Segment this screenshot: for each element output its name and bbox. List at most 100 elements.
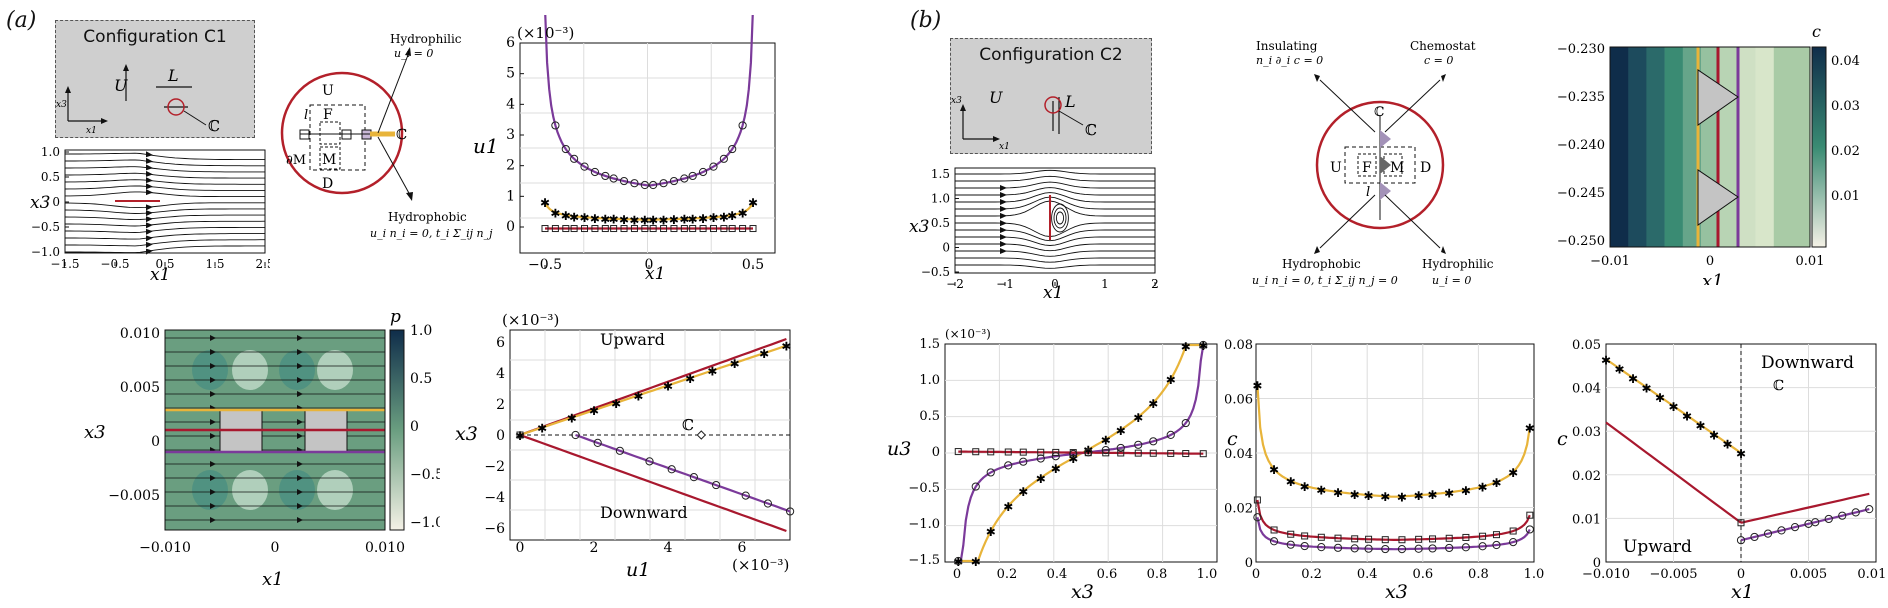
inset-b-d: D xyxy=(1420,160,1431,176)
marker-star: ✱ xyxy=(1166,373,1176,387)
marker-circle xyxy=(786,507,795,516)
marker-star: ✱ xyxy=(1269,463,1279,477)
inset-b-chemostat-eq: c = 0 xyxy=(1424,54,1453,67)
marker-circle xyxy=(667,465,676,474)
marker-circle xyxy=(1004,461,1013,470)
flow-arrow xyxy=(297,377,303,383)
streamline xyxy=(65,245,265,254)
marker-star: ✱ xyxy=(679,213,689,227)
u1a-ylabel: u1 xyxy=(473,134,499,158)
flow-arrow xyxy=(146,157,153,164)
marker-star: ✱ xyxy=(629,213,639,227)
marker-circle xyxy=(1069,449,1078,459)
x-tick: 0 xyxy=(516,540,525,556)
marker-circle xyxy=(1317,543,1326,552)
marker-circle xyxy=(659,179,668,188)
inset-b-insulating: Insulating xyxy=(1256,39,1318,53)
x3u1-downward: Downward xyxy=(600,503,688,522)
marker-circle xyxy=(1286,540,1295,549)
obstacle-triangle xyxy=(1697,169,1739,226)
x-tick: −0.005 xyxy=(1649,567,1697,582)
marker-star: ✱ xyxy=(640,214,650,228)
marker-circle xyxy=(551,121,560,130)
inset-a-d: D xyxy=(322,176,333,192)
flow-arrow xyxy=(1000,227,1007,234)
inset-a-f: F xyxy=(323,107,333,123)
marker-square xyxy=(1737,519,1745,527)
marker-square xyxy=(562,225,570,233)
marker-square xyxy=(641,225,649,233)
marker-square xyxy=(1253,496,1261,504)
config-c1-x1-label: x1 xyxy=(86,126,97,136)
colorbar-tick: 0.04 xyxy=(1831,54,1860,69)
streamline xyxy=(955,187,1155,196)
marker-square xyxy=(1149,449,1157,457)
colorbar xyxy=(1811,46,1827,248)
marker-circle xyxy=(1790,523,1800,532)
marker-star: ✱ xyxy=(537,422,547,436)
x-tick: −0.010 xyxy=(1582,567,1630,582)
marker-star: ✱ xyxy=(633,389,643,403)
eddy xyxy=(1055,211,1065,225)
y-tick: 2 xyxy=(496,397,505,413)
marker-star: ✱ xyxy=(1397,490,1407,504)
marker-circle xyxy=(580,162,589,171)
cx1-ylabel: c xyxy=(1557,428,1568,450)
marker-circle xyxy=(688,171,697,181)
marker-star: ✱ xyxy=(1461,484,1471,498)
marker-star: ✱ xyxy=(619,213,629,227)
marker-circle xyxy=(1350,544,1359,553)
x-tick: 4 xyxy=(664,540,673,556)
config-c2-c-label: ℂ xyxy=(1085,121,1097,139)
tick-label: −0.5 xyxy=(31,220,60,234)
tick-label: 1.5 xyxy=(205,257,224,271)
marker-square xyxy=(689,225,697,233)
config-c2-x3-label: x3 xyxy=(951,96,962,106)
marker-circle xyxy=(615,446,624,455)
flow-arrow xyxy=(146,183,153,190)
streamlines-a xyxy=(64,151,266,255)
streamline xyxy=(955,236,1155,246)
x-tick: 0 xyxy=(271,540,280,556)
marker-square xyxy=(1102,449,1110,457)
marker-star: ✱ xyxy=(1316,483,1326,497)
x3u1-scale-x: (×10⁻³) xyxy=(732,556,789,574)
x-tick: 0.8 xyxy=(1147,567,1168,582)
x3u1-ylabel: x3 xyxy=(455,423,478,445)
marker-square xyxy=(581,225,589,233)
inset-a-hydrophilic-eq: u_i = 0 xyxy=(394,47,433,60)
marker-circle xyxy=(712,480,721,490)
curve-red-right xyxy=(1740,492,1870,524)
marker-star: ✱ xyxy=(1380,490,1390,504)
flow-arrow xyxy=(210,475,216,481)
config-c2-x1-label: x1 xyxy=(999,142,1010,152)
curve-yellow xyxy=(1605,358,1742,454)
tick-label: −1.5 xyxy=(50,257,79,271)
inset-b-hydrophilic-eq: u_i = 0 xyxy=(1432,274,1471,287)
y-tick: 0.02 xyxy=(1225,502,1253,517)
marker-star: ✱ xyxy=(1133,411,1143,425)
tick-label: 6 xyxy=(506,35,515,51)
pmap-xlabel: x1 xyxy=(262,569,284,590)
marker-square xyxy=(987,448,995,456)
inset-a-dm: ∂M xyxy=(286,153,306,168)
marker-circle xyxy=(590,167,600,177)
pressure-lobe xyxy=(317,350,353,390)
marker-square xyxy=(1365,535,1373,543)
marker-star: ✱ xyxy=(953,555,963,569)
tick-label: 1 xyxy=(1101,277,1109,291)
flow-arrow xyxy=(210,363,216,369)
marker-square xyxy=(699,225,707,233)
marker-square xyxy=(709,225,717,233)
marker-circle xyxy=(1509,538,1518,547)
pressure-map-a: 1.0 0.5 0 −0.5 −1.0 −0.010 0 0.010 0.010 0.005 0 −0… xyxy=(84,310,440,590)
cx1-downward: Downward xyxy=(1761,353,1854,373)
marker-star: ✱ xyxy=(1641,381,1651,395)
marker-star: ✱ xyxy=(1068,452,1078,466)
y-tick: −0.005 xyxy=(108,488,160,504)
marker-circle xyxy=(1397,544,1407,554)
marker-circle xyxy=(954,556,963,566)
flow-arrow xyxy=(146,210,153,217)
marker-square xyxy=(541,225,549,233)
flow-arrow xyxy=(146,170,153,177)
